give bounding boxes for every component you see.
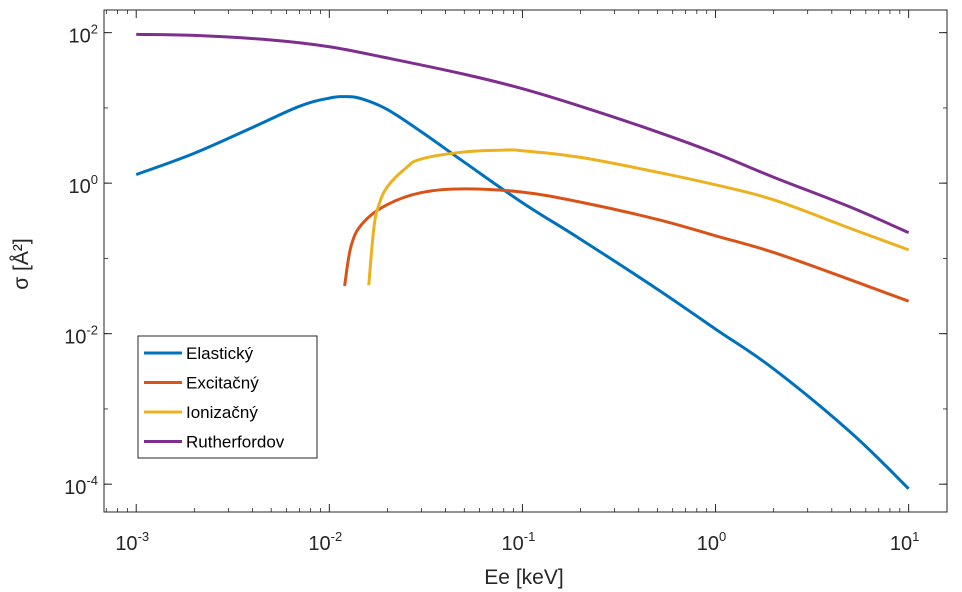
legend-box [137,335,318,459]
legend-item-label: Elastický [186,344,254,363]
y-tick-label: 10-4 [64,473,98,499]
series-line-2 [367,148,910,286]
x-tick-label: 10-2 [308,529,342,555]
y-axis-label: σ [Å²] [10,238,33,289]
y-tick-label: 10-2 [64,323,98,349]
legend-item-label: Rutherfordov [186,433,285,452]
y-tick-label: 100 [69,172,98,198]
legend: Elastický Excitačný Ionizačný Rutherfordov [137,335,318,459]
legend-item-label: Ionizačný [186,403,258,422]
series-layer [135,32,910,490]
x-tick-label: 10-1 [502,529,536,555]
legend-item-label: Excitačný [186,374,259,393]
tick-layer: 10-3 10-2 10-1 100 101 10-4 10-2 100 102 [64,10,947,555]
series-line-0 [135,95,910,490]
y-tick-label: 102 [69,22,98,48]
series-line-1 [343,187,910,303]
x-axis-label: Ee [keV] [484,566,563,589]
series-line-3 [136,32,910,235]
plot-area-box [103,9,948,513]
x-tick-label: 100 [697,529,726,555]
x-tick-label: 10-3 [115,529,149,555]
plot-frame [103,9,948,513]
x-tick-label: 101 [890,529,919,555]
